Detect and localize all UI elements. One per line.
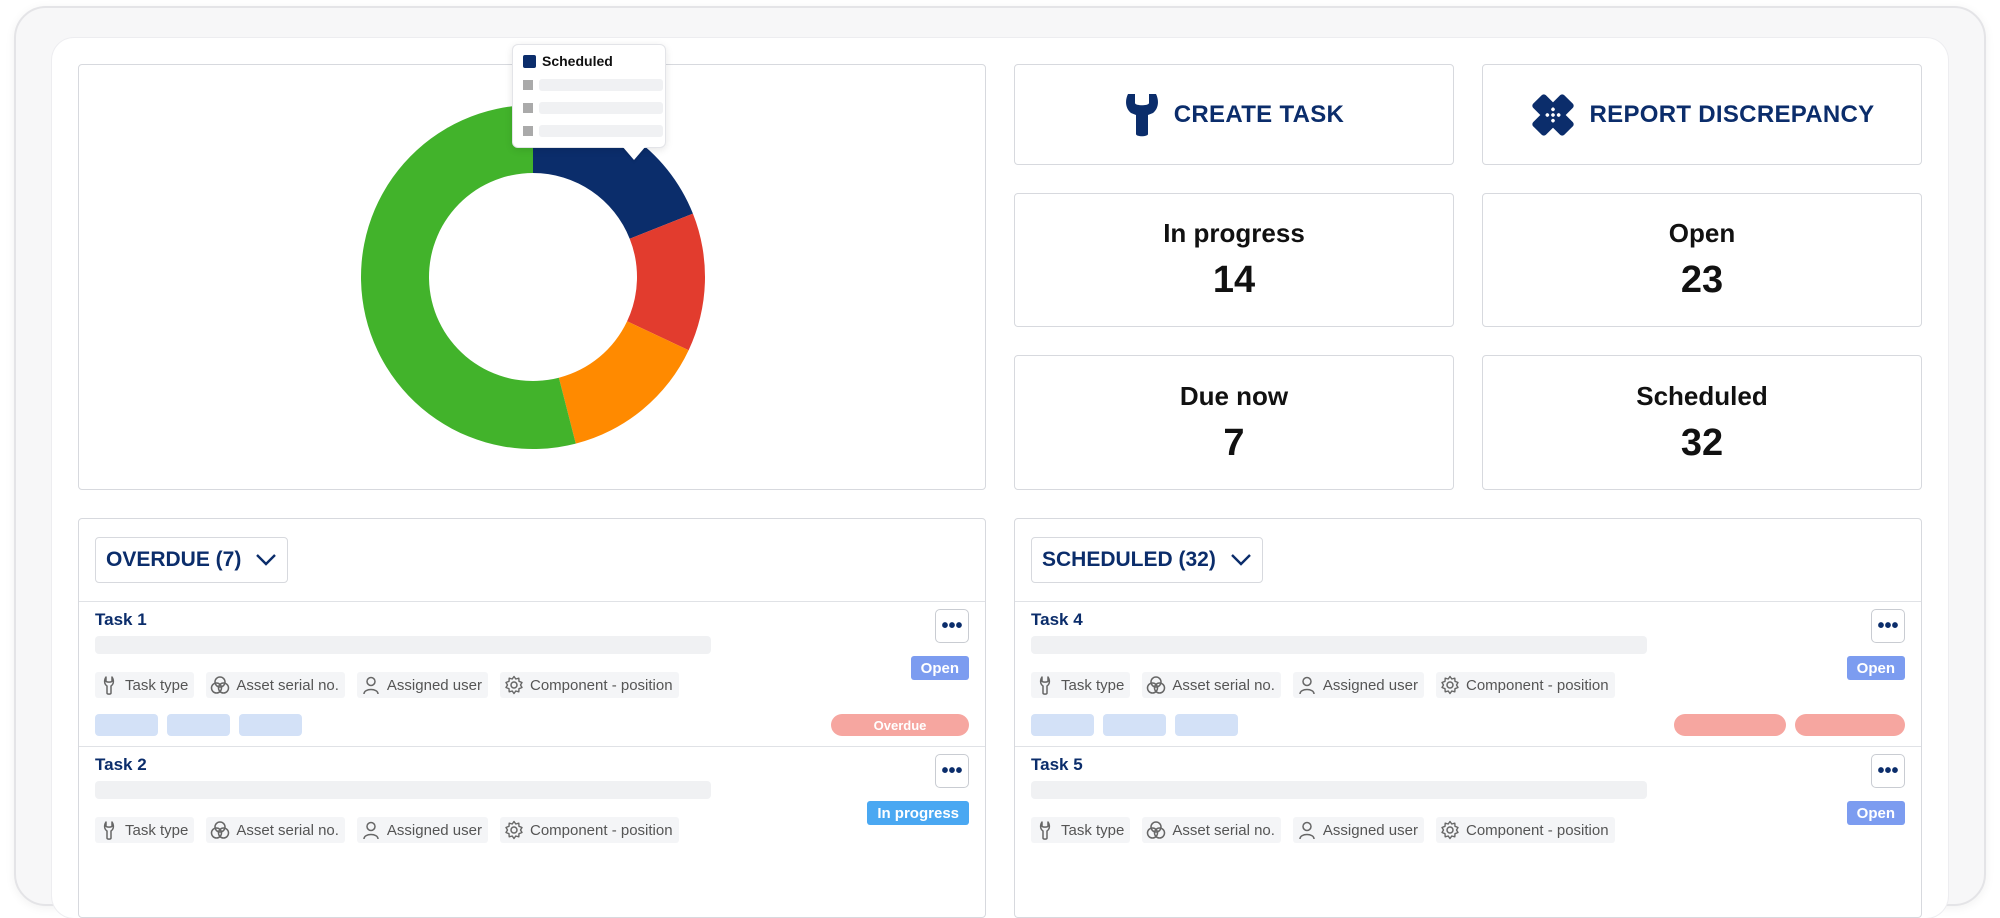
user-icon [1299, 676, 1315, 695]
chevron-down-icon [1231, 554, 1251, 566]
meta-asset-serial: Asset serial no. [206, 672, 345, 698]
task-description-placeholder [1031, 781, 1647, 799]
donut-slice-due-now[interactable] [558, 321, 689, 444]
tag-chip [1031, 714, 1094, 736]
stat-value: 7 [1223, 421, 1245, 464]
task-name: Task 1 [95, 610, 147, 629]
stat-due-now[interactable]: Due now 7 [1014, 355, 1454, 490]
tool-icon [1039, 821, 1051, 840]
tooltip-swatch [523, 54, 536, 68]
meta-asset-serial: Asset serial no. [206, 817, 345, 843]
more-options-button[interactable]: ••• [1871, 609, 1905, 643]
meta-assigned-user: Assigned user [1292, 672, 1424, 698]
stat-scheduled[interactable]: Scheduled 32 [1482, 355, 1922, 490]
meta-assigned-user: Assigned user [356, 817, 488, 843]
meta-assigned-user: Assigned user [1292, 817, 1424, 843]
meta-component-position: Component - position [1435, 817, 1615, 843]
meta-asset-serial: Asset serial no. [1142, 672, 1281, 698]
stat-value: 32 [1680, 421, 1724, 464]
wrench-icon [1125, 93, 1158, 136]
stat-label: Open [1668, 218, 1736, 248]
create-task-label: CREATE TASK [1173, 100, 1345, 128]
gear-icon [505, 675, 523, 695]
scheduled-list-card: SCHEDULED (32) Task 4 ••• Open Task type… [1014, 518, 1922, 918]
more-options-button[interactable]: ••• [935, 754, 969, 788]
tooltip-row [523, 102, 663, 114]
task-row[interactable]: Task 5 ••• Open Task type Asset serial n… [1015, 746, 1921, 891]
donut-slice-overdue[interactable] [627, 213, 705, 351]
gear-icon [1441, 820, 1459, 840]
meta-task-type: Task type [95, 817, 195, 843]
meta-asset-serial: Asset serial no. [1142, 817, 1281, 843]
meta-task-type: Task type [1031, 672, 1131, 698]
task-name: Task 2 [95, 755, 147, 774]
chart-tooltip: Scheduled [512, 44, 666, 148]
asset-icon [211, 676, 230, 694]
meta-task-type: Task type [1031, 817, 1131, 843]
user-icon [363, 676, 379, 695]
tooltip-arrow [622, 146, 646, 160]
task-name: Task 4 [1031, 610, 1083, 629]
user-icon [363, 821, 379, 840]
stat-label: In progress [1163, 218, 1305, 248]
tag-chip [1175, 714, 1238, 736]
overdue-pill: Overdue [831, 714, 969, 736]
overdue-pill-placeholder [1795, 714, 1905, 736]
tool-icon [103, 676, 115, 695]
overdue-pill-placeholder [1674, 714, 1786, 736]
overdue-list-card: OVERDUE (7) Task 1 ••• Open Task type As… [78, 518, 986, 918]
report-discrepancy-label: REPORT DISCREPANCY [1589, 100, 1875, 128]
chevron-down-icon [256, 554, 277, 566]
asset-icon [211, 821, 230, 839]
list-title: SCHEDULED (32) [1042, 548, 1216, 571]
stat-value: 14 [1212, 259, 1256, 301]
bandage-icon [1531, 93, 1574, 136]
meta-assigned-user: Assigned user [356, 672, 488, 698]
user-icon [1299, 821, 1315, 840]
status-badge: Open [1846, 801, 1905, 825]
more-options-button[interactable]: ••• [1871, 754, 1905, 788]
task-description-placeholder [95, 781, 711, 799]
stat-in-progress[interactable]: In progress 14 [1014, 193, 1454, 327]
stat-label: Due now [1179, 380, 1289, 411]
tag-chip [239, 714, 302, 736]
tag-chip [95, 714, 158, 736]
create-task-button[interactable]: CREATE TASK [1014, 64, 1454, 165]
tag-chip [167, 714, 230, 736]
overdue-list-dropdown[interactable]: OVERDUE (7) [95, 537, 289, 583]
task-row[interactable]: Task 2 ••• In progress Task type Asset s… [79, 746, 985, 891]
scheduled-list-dropdown[interactable]: SCHEDULED (32) [1031, 537, 1263, 583]
gear-icon [1441, 675, 1459, 695]
meta-task-type: Task type [95, 672, 195, 698]
tool-icon [1039, 676, 1051, 695]
asset-icon [1147, 676, 1166, 694]
status-badge: Open [910, 656, 969, 680]
task-row[interactable]: Task 1 ••• Open Task type Asset serial n… [79, 601, 985, 746]
meta-component-position: Component - position [499, 672, 679, 698]
gear-icon [505, 820, 523, 840]
task-row[interactable]: Task 4 ••• Open Task type Asset serial n… [1015, 601, 1921, 746]
task-name: Task 5 [1031, 755, 1083, 774]
task-description-placeholder [1031, 636, 1647, 654]
list-title: OVERDUE (7) [106, 548, 242, 571]
stat-label: Scheduled [1636, 380, 1768, 411]
status-badge: Open [1846, 656, 1905, 680]
meta-component-position: Component - position [1435, 672, 1615, 698]
donut-slice-completed[interactable] [361, 105, 576, 449]
stat-open[interactable]: Open 23 [1482, 193, 1922, 327]
more-options-button[interactable]: ••• [935, 609, 969, 643]
tooltip-row [523, 125, 663, 137]
status-donut-chart [361, 105, 705, 449]
asset-icon [1147, 821, 1166, 839]
report-discrepancy-button[interactable]: REPORT DISCREPANCY [1482, 64, 1922, 165]
tag-chip [1103, 714, 1166, 736]
meta-component-position: Component - position [499, 817, 679, 843]
status-badge: In progress [867, 801, 969, 825]
tool-icon [103, 821, 115, 840]
task-description-placeholder [95, 636, 711, 654]
stat-value: 23 [1680, 259, 1724, 301]
tooltip-row [523, 79, 663, 91]
tooltip-label: Scheduled [542, 53, 613, 69]
